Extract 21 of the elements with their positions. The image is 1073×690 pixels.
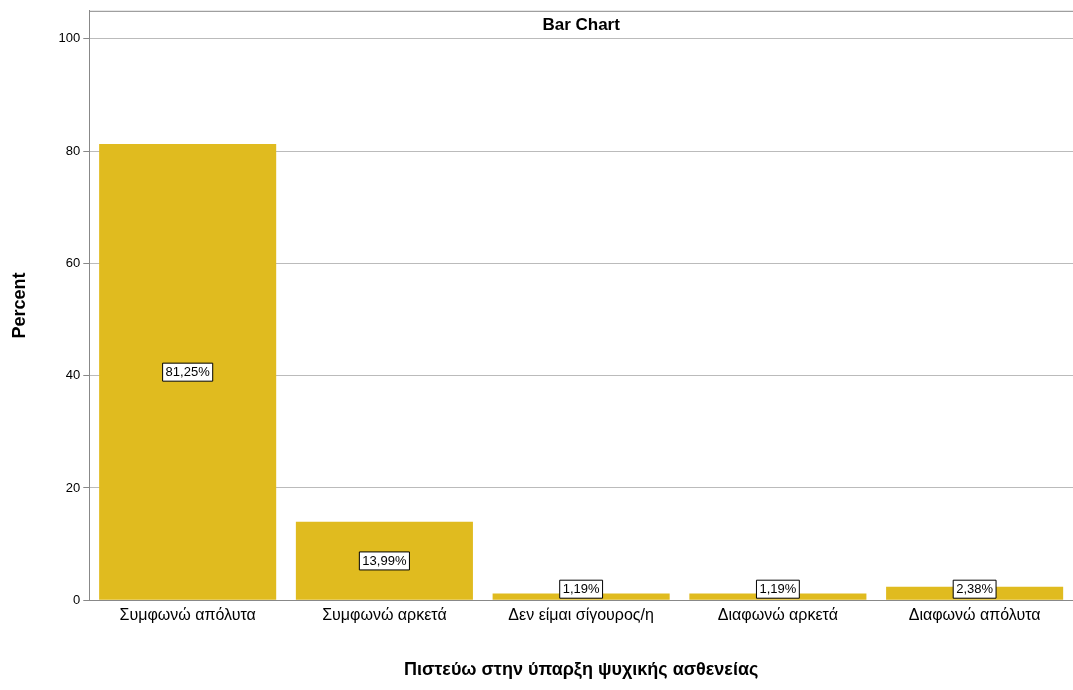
chart-title: Bar Chart bbox=[542, 14, 621, 34]
x-tick-label: Συμφωνώ αρκετά bbox=[322, 606, 447, 624]
y-tick-label: 0 bbox=[73, 591, 81, 607]
data-label: 1,19% bbox=[562, 580, 601, 596]
y-tick-label: 20 bbox=[65, 479, 81, 495]
y-tick-label: 60 bbox=[65, 254, 81, 270]
data-label: 2,38% bbox=[956, 580, 994, 596]
bar bbox=[99, 144, 277, 600]
x-tick-label: Δεν είμαι σίγουρος/η bbox=[508, 606, 654, 624]
y-tick-label: 100 bbox=[58, 30, 81, 46]
data-label: 1,19% bbox=[759, 580, 797, 596]
y-axis-title: Percent bbox=[8, 272, 29, 339]
data-label: 13,99% bbox=[362, 552, 407, 568]
y-tick-label: 40 bbox=[65, 367, 81, 383]
x-tick-label: Συμφωνώ απόλυτα bbox=[119, 606, 256, 624]
x-axis-title: Πιστεύω στην ύπαρξη ψυχικής ασθενείας bbox=[403, 659, 759, 681]
x-tick-label: Διαφωνώ αρκετά bbox=[717, 606, 838, 624]
data-label: 81,25% bbox=[165, 363, 211, 379]
bar bbox=[295, 521, 473, 600]
y-tick-label: 80 bbox=[65, 142, 81, 158]
x-tick-label: Διαφωνώ απόλυτα bbox=[908, 606, 1041, 624]
